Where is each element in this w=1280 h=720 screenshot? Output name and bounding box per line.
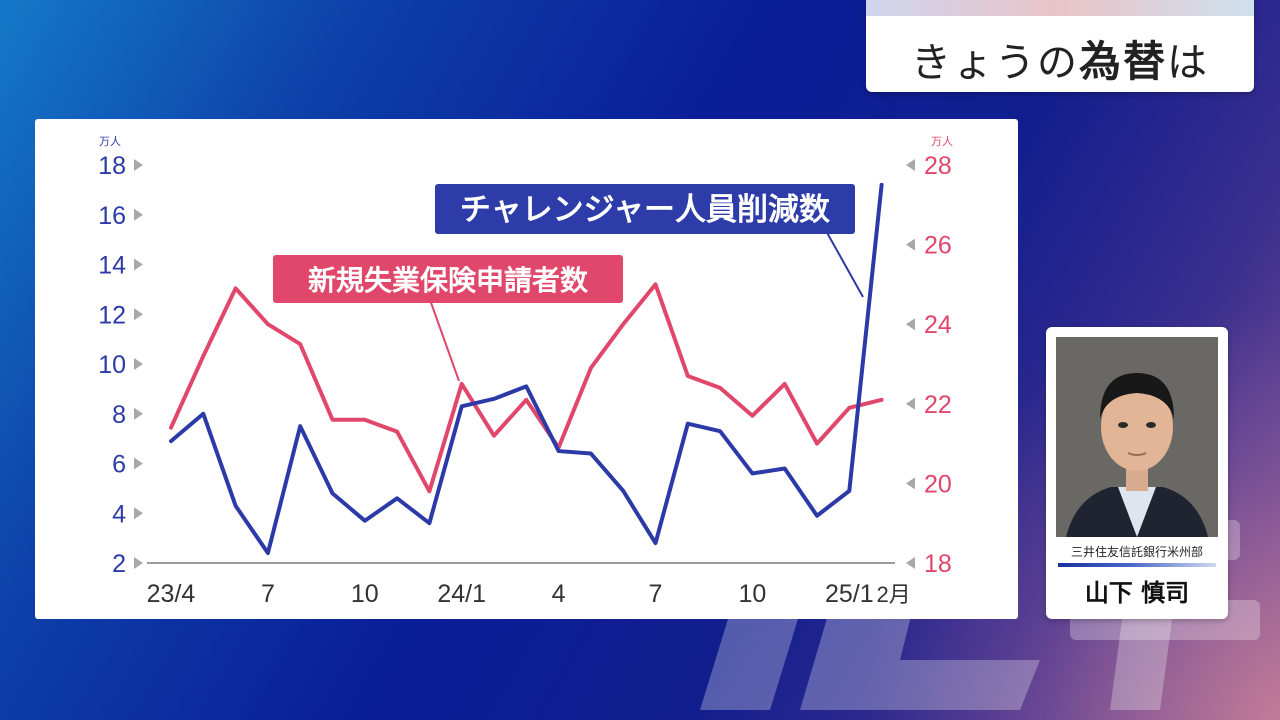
right-axis-unit: 万人 bbox=[931, 135, 953, 148]
x-axis-tick-label: 2月 bbox=[876, 582, 910, 607]
left-axis-tick-marker bbox=[134, 407, 143, 420]
x-axis-tick-label: 10 bbox=[351, 580, 379, 608]
x-axis-tick-label: 24/1 bbox=[437, 580, 486, 608]
speaker-photo bbox=[1056, 337, 1218, 537]
left-axis-tick-marker bbox=[134, 457, 143, 470]
red-series-label: 新規失業保険申請者数 bbox=[308, 264, 589, 296]
speaker-divider bbox=[1058, 563, 1216, 567]
left-axis-unit: 万人 bbox=[99, 135, 121, 148]
series-line-unemployment-claims bbox=[169, 282, 884, 494]
right-axis-tick-label: 18 bbox=[924, 550, 952, 578]
right-axis-tick-label: 26 bbox=[924, 232, 952, 260]
red-series-label-box bbox=[273, 255, 623, 303]
right-axis-tick-marker bbox=[906, 397, 915, 410]
speaker-organization: 三井住友信託銀行米州部 bbox=[1070, 545, 1203, 559]
right-axis-tick-label: 28 bbox=[924, 152, 952, 180]
left-axis-tick-marker bbox=[134, 258, 143, 271]
left-axis-tick-label: 16 bbox=[98, 202, 126, 230]
x-axis-tick-label: 10 bbox=[738, 580, 766, 608]
speaker-portrait bbox=[1056, 337, 1218, 537]
today-exchange-rate-header: きょうの為替は bbox=[866, 0, 1254, 92]
x-axis-tick-label: 7 bbox=[261, 580, 275, 608]
x-axis-tick-label: 4 bbox=[552, 580, 566, 608]
left-axis-tick-label: 12 bbox=[98, 301, 126, 329]
left-axis-tick-label: 4 bbox=[112, 500, 126, 528]
right-axis-tick-marker bbox=[906, 557, 915, 569]
left-axis-tick-marker bbox=[134, 159, 143, 171]
series-line-challenger-job-cuts bbox=[169, 182, 884, 556]
blue-series-label-box bbox=[435, 184, 855, 234]
right-axis-tick-label: 24 bbox=[924, 311, 952, 339]
right-axis-tick-marker bbox=[906, 159, 915, 171]
x-axis-tick-label: 25/1 bbox=[825, 580, 874, 608]
right-axis-tick-label: 22 bbox=[924, 391, 952, 419]
red-label-leader-line bbox=[428, 296, 460, 382]
left-axis-tick-label: 14 bbox=[98, 252, 126, 280]
blue-series-label: チャレンジャー人員削減数 bbox=[460, 192, 830, 227]
x-axis-tick-label: 7 bbox=[649, 580, 663, 608]
header-title-text: きょうの bbox=[910, 40, 1079, 86]
left-axis-tick-marker bbox=[134, 557, 143, 569]
left-axis-tick-marker bbox=[134, 208, 143, 221]
left-axis-tick-marker bbox=[134, 358, 143, 370]
left-axis-tick-label: 2 bbox=[112, 550, 126, 578]
left-axis-tick-label: 18 bbox=[98, 152, 126, 180]
right-axis-tick-marker bbox=[906, 318, 915, 331]
x-axis-tick-label: 23/4 bbox=[147, 580, 196, 608]
right-axis-tick-marker bbox=[906, 477, 915, 490]
left-axis-tick-label: 8 bbox=[112, 401, 126, 429]
header-accent-bar bbox=[866, 0, 1254, 16]
left-axis-tick-label: 10 bbox=[98, 351, 126, 379]
left-axis-tick-marker bbox=[134, 507, 143, 520]
header-title-suffix: は bbox=[1167, 40, 1209, 86]
chart-panel: 万人 2 4 6 8 10 12 14 16 18 万人 18 20 22 24 26 28 23/4 7 10 24/… bbox=[35, 119, 1018, 619]
header-title-bold: 為替 bbox=[1078, 37, 1167, 86]
blue-label-leader-line bbox=[824, 228, 864, 298]
left-axis-tick-label: 6 bbox=[112, 451, 126, 479]
speaker-name: 山下 慎司 bbox=[1084, 579, 1190, 607]
right-axis-tick-label: 20 bbox=[924, 470, 952, 498]
header-title: きょうの為替は bbox=[866, 28, 1254, 89]
left-axis-tick-marker bbox=[134, 308, 143, 321]
right-axis-tick-marker bbox=[906, 238, 915, 251]
speaker-card: 三井住友信託銀行米州部 山下 慎司 bbox=[1046, 327, 1228, 619]
